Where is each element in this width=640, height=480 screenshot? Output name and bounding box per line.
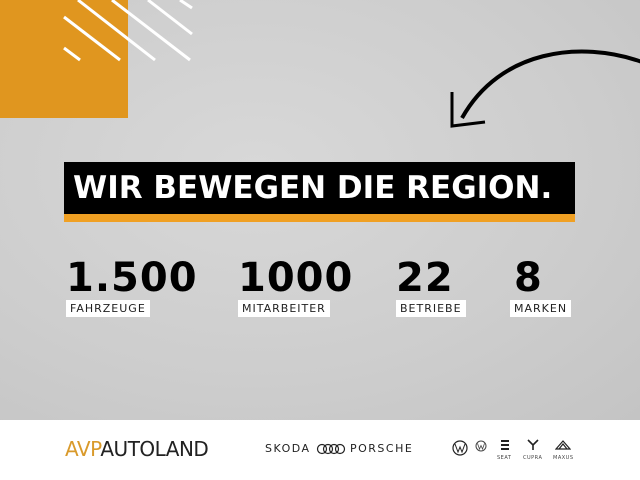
footer: AVPAUTOLAND SKODA PORSCHE SEAT CUPRA MAX… <box>0 420 640 480</box>
stat-label: MARKEN <box>510 300 572 317</box>
brand-skoda[interactable]: SKODA <box>265 442 311 455</box>
stat-employees: 1000 MITARBEITER <box>238 258 353 318</box>
audi-rings-icon[interactable] <box>316 443 346 455</box>
logo-autoland: AUTOLAND <box>100 437 209 461</box>
stat-vehicles: 1.500 FAHRZEUGE <box>66 258 198 318</box>
stat-value: 8 <box>514 255 543 301</box>
curved-arrow-icon <box>450 49 640 128</box>
diagonal-stripes <box>63 0 193 62</box>
stat-brands: 8 MARKEN <box>510 255 572 318</box>
stat-label: MITARBEITER <box>238 300 330 317</box>
seat-icon[interactable] <box>500 439 510 452</box>
stat-value: 1.500 <box>66 255 198 301</box>
brand-maxus: MAXUS <box>553 455 574 461</box>
stat-label: BETRIEBE <box>396 300 466 317</box>
stat-label: FAHRZEUGE <box>66 300 150 317</box>
brand-porsche[interactable]: PORSCHE <box>350 442 414 455</box>
vw-commercial-icon[interactable] <box>475 440 487 452</box>
stat-value: 22 <box>396 255 454 301</box>
stat-locations: 22 BETRIEBE <box>396 255 466 318</box>
brand-cupra: CUPRA <box>523 455 543 461</box>
stat-value: 1000 <box>238 255 354 301</box>
headline: WIR BEWEGEN DIE REGION. <box>64 162 575 214</box>
cupra-icon[interactable] <box>527 439 539 451</box>
brand-seat: SEAT <box>497 455 512 461</box>
maxus-icon[interactable] <box>555 439 571 451</box>
avp-autoland-logo[interactable]: AVPAUTOLAND <box>65 437 209 461</box>
orange-square <box>0 0 128 118</box>
volkswagen-icon[interactable] <box>452 440 468 456</box>
logo-avp: AVP <box>65 437 101 461</box>
headline-underline <box>64 214 575 222</box>
